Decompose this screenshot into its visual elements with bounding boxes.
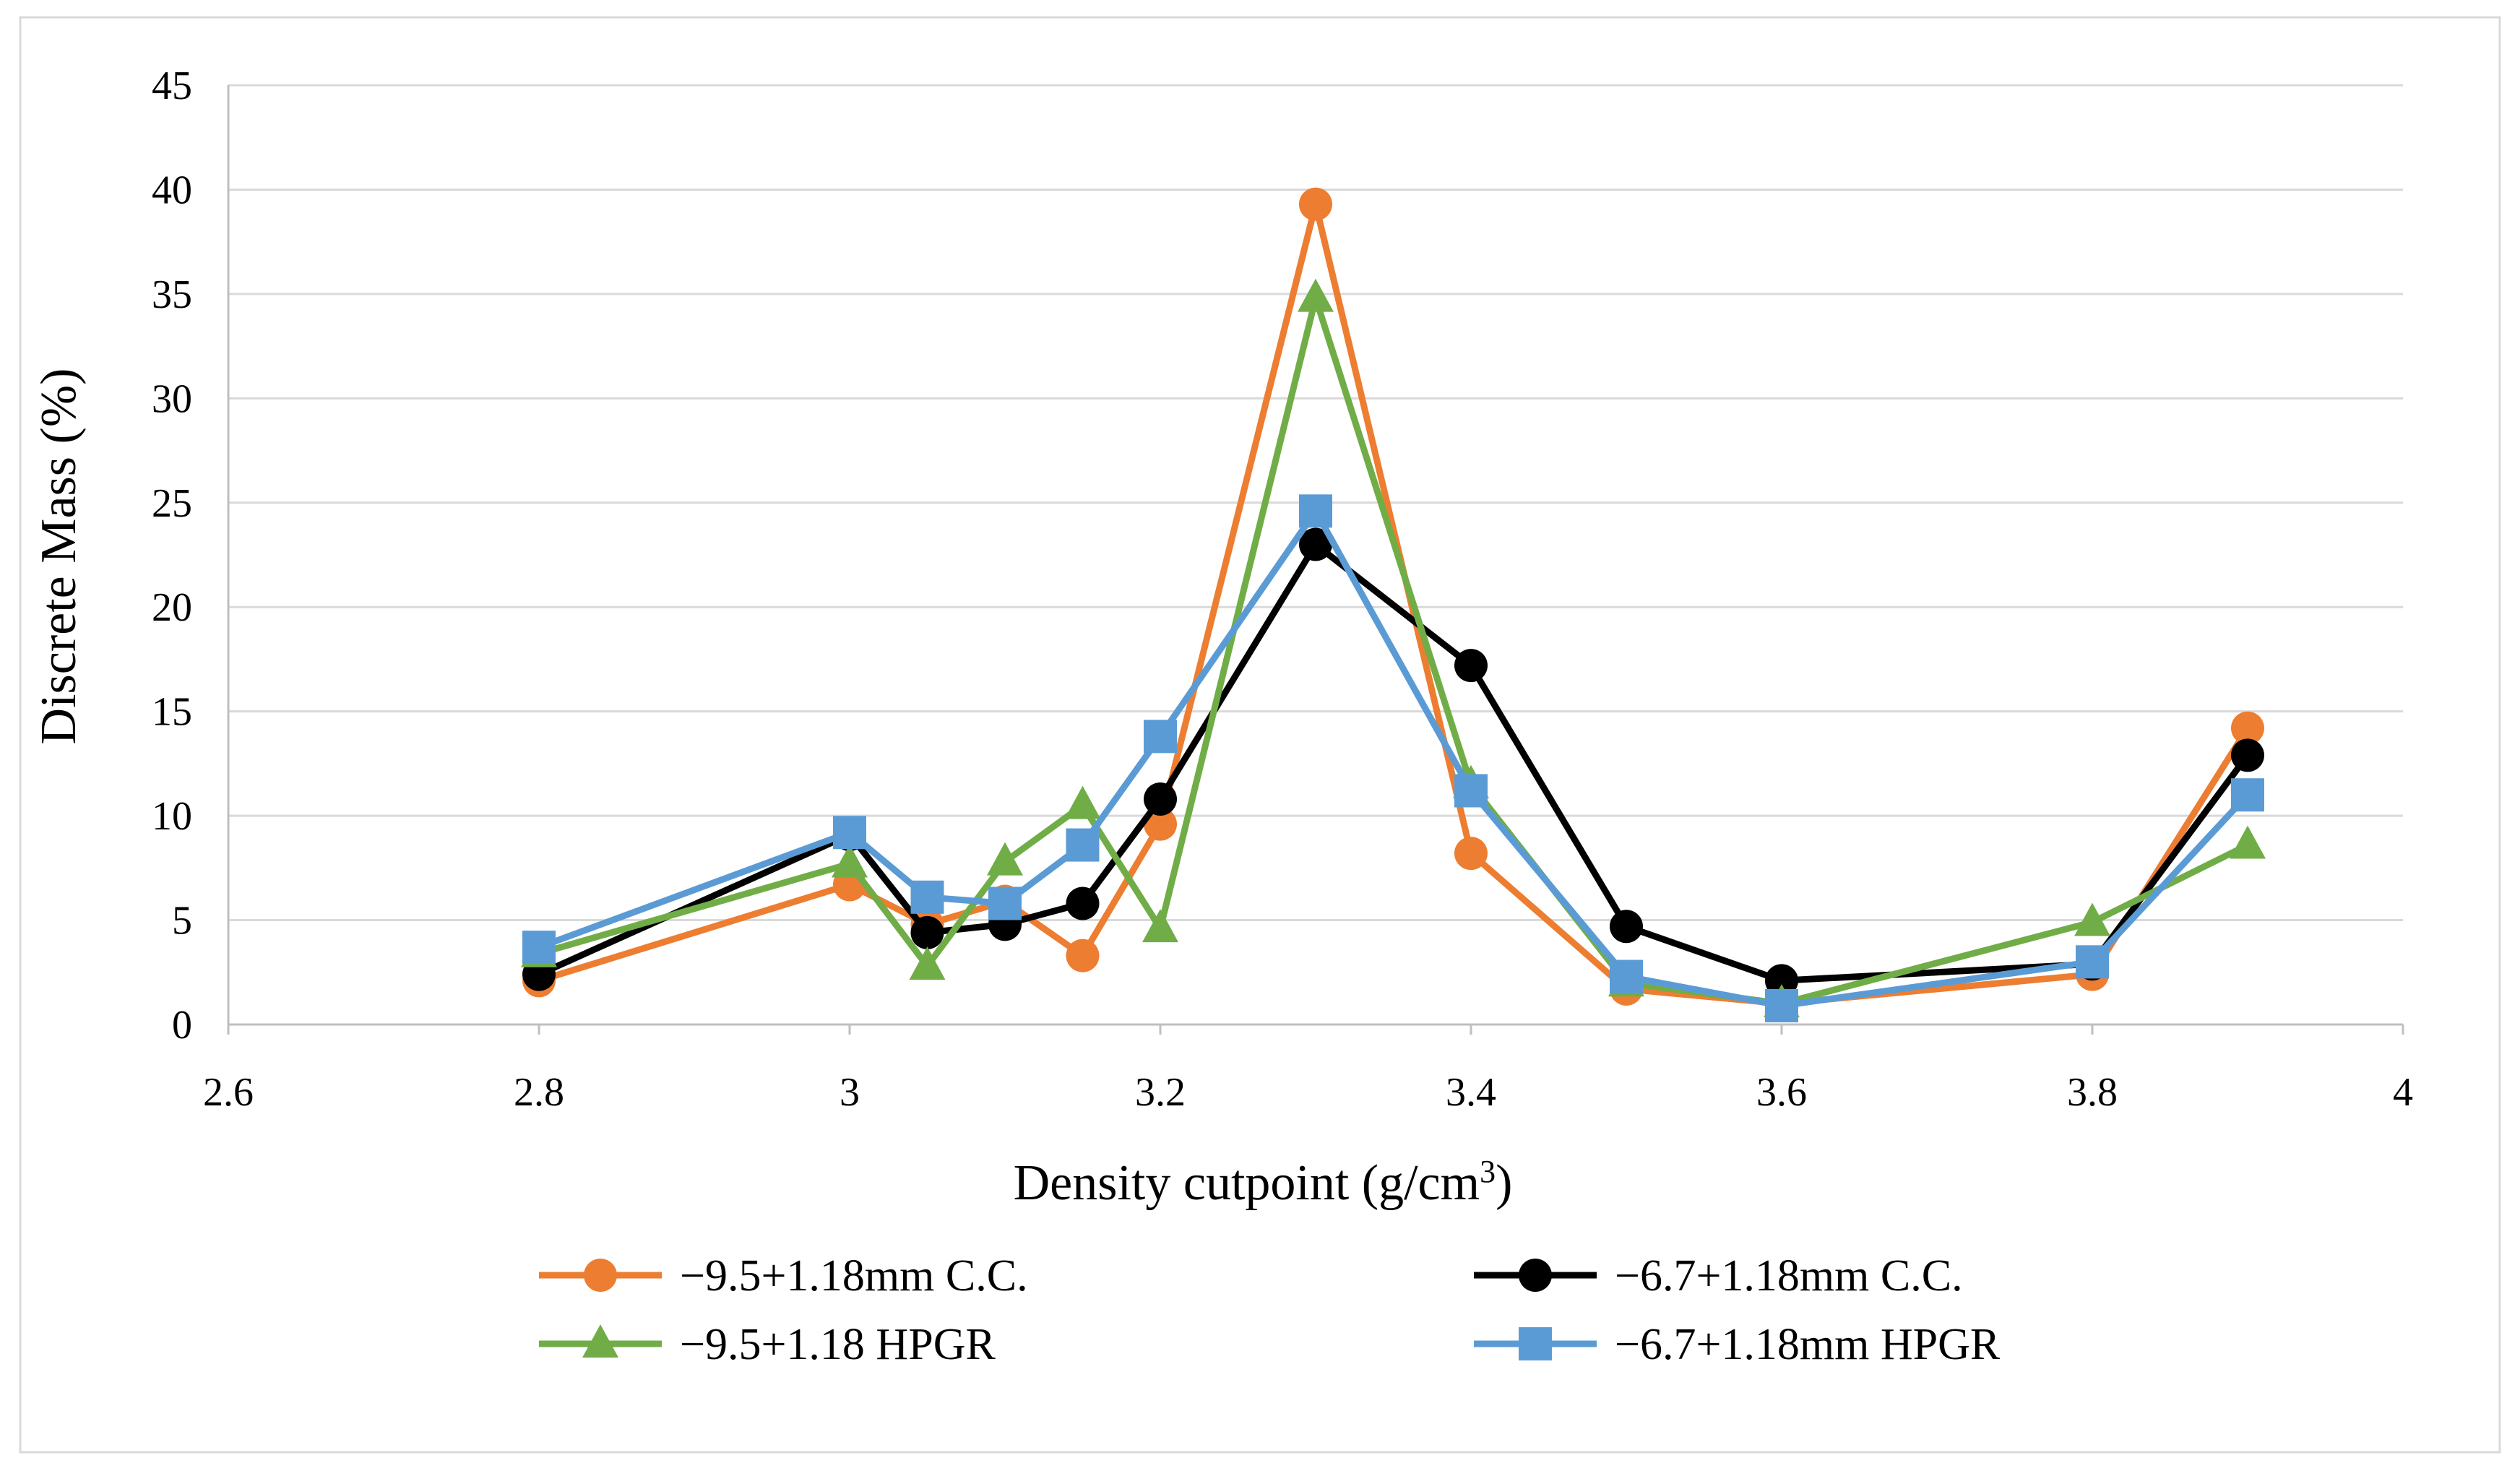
x-tick-label: 3.4 (1446, 1070, 1496, 1115)
data-point (1066, 828, 1100, 862)
data-point (987, 842, 1023, 876)
data-point (2231, 738, 2264, 772)
y-axis-title: Discrete Mass (%) (31, 368, 87, 745)
x-tick-label: 2.8 (514, 1070, 564, 1115)
legend-label: −6.7+1.18mm C.C. (1615, 1251, 1963, 1300)
y-tick-label: 35 (152, 272, 192, 317)
axes (227, 85, 2404, 1035)
legend-label: −9.5+1.18 HPGR (680, 1320, 996, 1369)
data-point (1454, 837, 1488, 871)
data-point (1144, 720, 1177, 754)
x-tick-label: 2.6 (203, 1070, 254, 1115)
data-point (1066, 939, 1100, 972)
data-point (909, 946, 946, 980)
x-tick-label: 3.2 (1135, 1070, 1186, 1115)
legend-label: −9.5+1.18mm C.C. (680, 1251, 1028, 1300)
y-tick-label: 30 (152, 376, 192, 421)
series-line (535, 541, 2251, 984)
data-point (1299, 187, 1332, 221)
data-point (1765, 989, 1798, 1022)
legend-marker (1519, 1327, 1552, 1360)
x-tick-labels: 2.6 2.8 3 3.2 3.4 3.6 3.8 4 (203, 1070, 2413, 1115)
data-point (2076, 945, 2109, 979)
data-point (1142, 909, 1178, 943)
plot-area-series (521, 187, 2266, 1022)
data-point (988, 887, 1022, 920)
y-tick-label: 20 (152, 585, 192, 630)
series-4 (522, 494, 2264, 1022)
legend-item: −9.5+1.18 HPGR (539, 1320, 996, 1369)
y-tick-labels: 0 5 10 15 20 25 30 35 40 45 (152, 64, 192, 1048)
data-point (1299, 494, 1332, 528)
y-tick-label: 10 (152, 794, 192, 839)
x-axis-title-main: Density cutpoint (g/cm (1014, 1155, 1480, 1211)
chart-frame (19, 16, 2501, 1454)
data-point (2074, 902, 2110, 936)
legend-item: −9.5+1.18mm C.C. (539, 1251, 1028, 1300)
x-tick-label: 3.8 (2067, 1070, 2118, 1115)
data-point (1066, 887, 1100, 920)
data-point (1454, 774, 1488, 808)
legend-marker (582, 1324, 618, 1358)
data-point (910, 880, 944, 914)
data-point (910, 915, 944, 949)
data-point (832, 844, 868, 878)
y-tick-label: 5 (172, 899, 192, 944)
x-tick-label: 3.6 (1756, 1070, 1807, 1115)
x-axis-title: Density cutpoint (g/cm3) (1014, 1154, 1513, 1211)
y-tick-label: 25 (152, 481, 192, 526)
x-axis-title-superscript: 3 (1480, 1154, 1496, 1189)
legend: −9.5+1.18mm C.C. −6.7+1.18mm C.C. −9.5+1.1… (539, 1251, 2001, 1369)
legend-item: −6.7+1.18mm C.C. (1474, 1251, 1963, 1300)
data-point (833, 816, 866, 850)
data-point (1144, 807, 1177, 841)
data-point (1610, 959, 1643, 993)
x-axis-title-close: ) (1496, 1155, 1512, 1211)
gridlines (228, 84, 2403, 922)
y-tick-label: 0 (172, 1003, 192, 1048)
y-tick-label: 45 (152, 64, 192, 108)
series-3 (521, 278, 2266, 1018)
data-point (1144, 782, 1177, 816)
data-point (522, 931, 556, 965)
series-line (535, 295, 2251, 1007)
legend-marker (584, 1259, 617, 1292)
legend-marker (1519, 1259, 1552, 1292)
data-point (1298, 278, 1334, 312)
y-tick-label: 15 (152, 690, 192, 735)
legend-item: −6.7+1.18mm HPGR (1474, 1320, 2001, 1369)
x-tick-label: 3 (840, 1070, 860, 1115)
data-point (1064, 785, 1101, 819)
data-point (2231, 778, 2264, 812)
data-point (1299, 527, 1332, 561)
data-point (2231, 711, 2264, 745)
data-point (1610, 910, 1643, 944)
x-tick-label: 4 (2393, 1070, 2413, 1115)
data-point (1765, 964, 1798, 998)
y-tick-label: 40 (152, 168, 192, 212)
legend-label: −6.7+1.18mm HPGR (1615, 1320, 2001, 1369)
data-point (1454, 649, 1488, 683)
data-point (2230, 825, 2266, 859)
